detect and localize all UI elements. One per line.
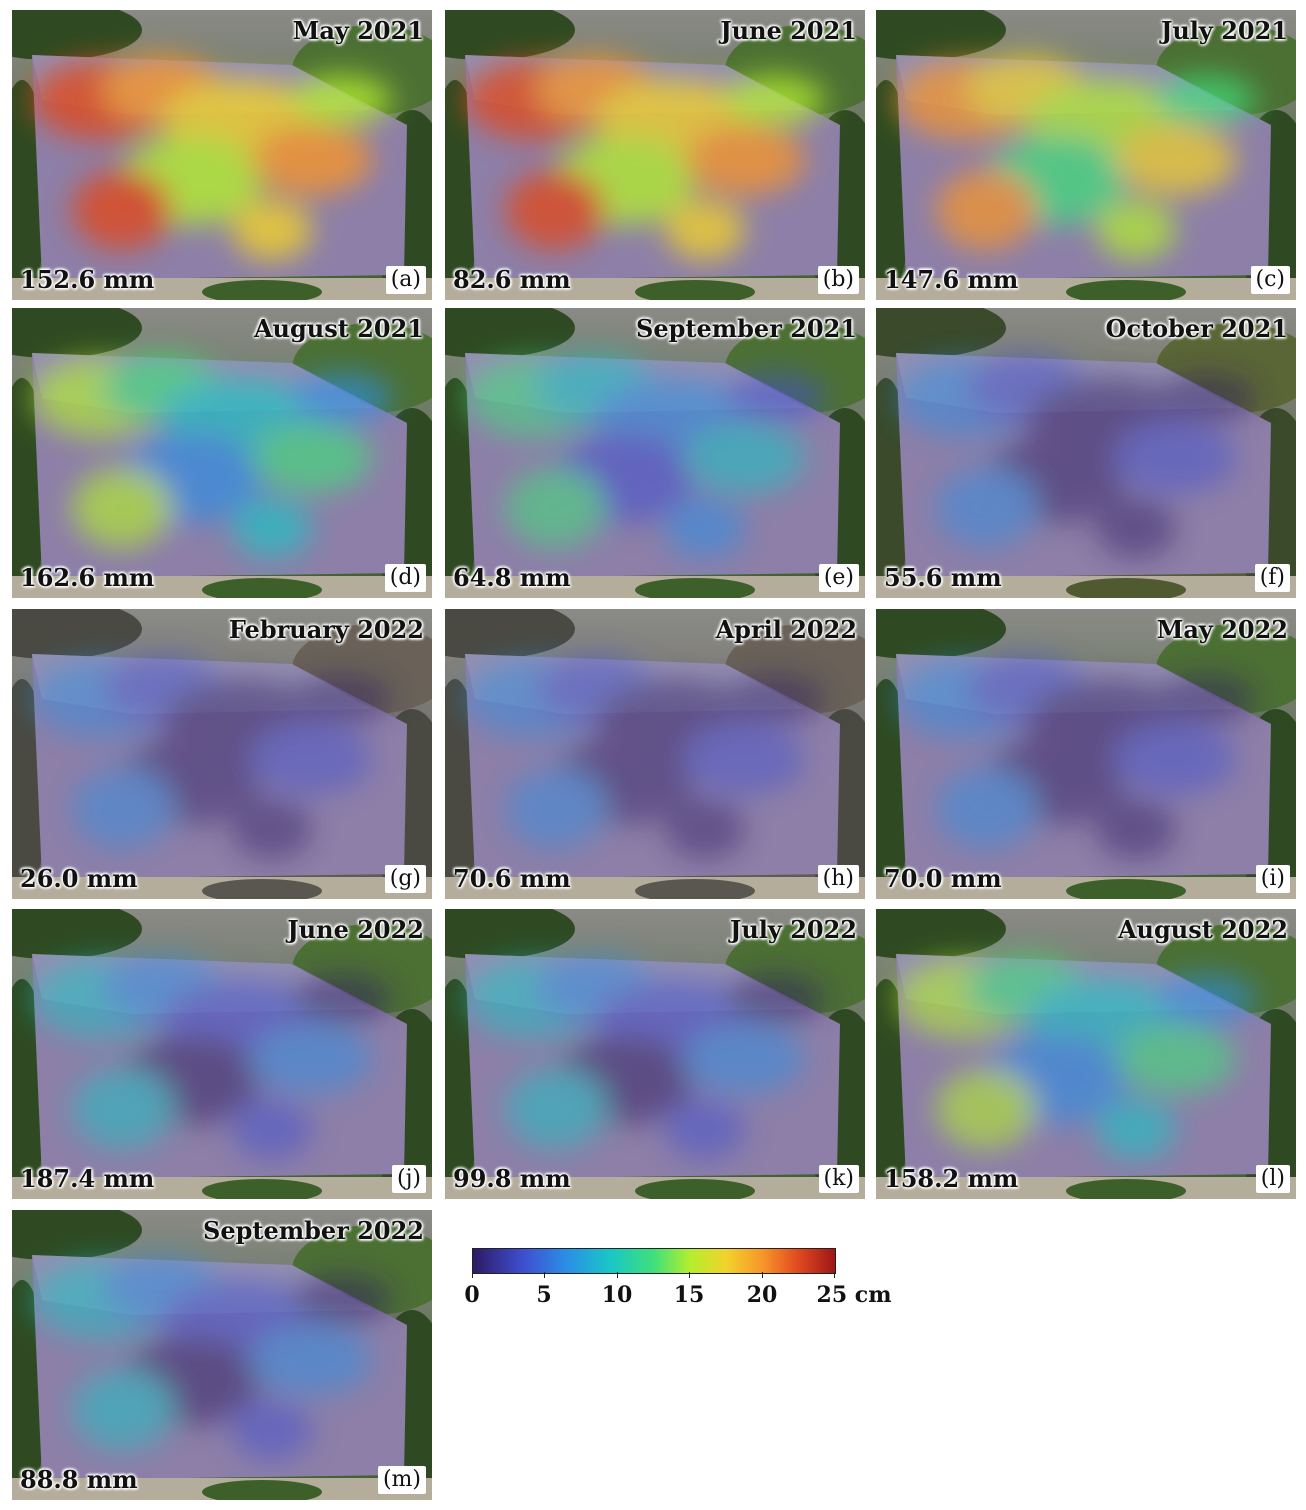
slope-photo-overlay: [12, 609, 432, 899]
panel-precipitation: 64.8 mm: [453, 563, 571, 592]
slope-photo-overlay: [445, 10, 865, 300]
panel-date: September 2022: [203, 1216, 424, 1245]
panel-a: May 2021 152.6 mm (a): [12, 10, 432, 300]
panel-date: February 2022: [228, 615, 424, 644]
panel-letter: (b): [817, 266, 859, 294]
panel-date: August 2021: [253, 314, 424, 343]
slope-photo-overlay: [12, 909, 432, 1199]
slope-photo-overlay: [12, 1210, 432, 1500]
panel-precipitation: 82.6 mm: [453, 265, 571, 294]
panel-g: February 2022 26.0 mm (g): [12, 609, 432, 899]
panel-i: May 2022 70.0 mm (i): [876, 609, 1296, 899]
colorbar-tick: [544, 1272, 545, 1278]
colorbar-gradient: [472, 1248, 836, 1274]
panel-precipitation: 158.2 mm: [884, 1164, 1019, 1193]
panel-j: June 2022 187.4 mm (j): [12, 909, 432, 1199]
displacement-colorbar: 0 5 10 15 20 25 cm: [464, 1248, 892, 1318]
slope-photo-overlay: [876, 308, 1296, 598]
panel-letter: (f): [1254, 564, 1290, 592]
colorbar-tick-label: 10: [601, 1282, 633, 1308]
panel-letter: (j): [392, 1165, 426, 1193]
panel-letter: (d): [384, 564, 426, 592]
panel-letter: (k): [818, 1165, 859, 1193]
panel-precipitation: 187.4 mm: [20, 1164, 155, 1193]
panel-letter: (g): [384, 865, 426, 893]
colorbar-tick-label: 20: [746, 1282, 778, 1308]
colorbar-tick: [689, 1272, 690, 1278]
panel-m: September 2022 88.8 mm (m): [12, 1210, 432, 1500]
panel-precipitation: 88.8 mm: [20, 1465, 138, 1494]
panel-date: May 2021: [292, 16, 424, 45]
panel-precipitation: 55.6 mm: [884, 563, 1002, 592]
colorbar-tick: [762, 1272, 763, 1278]
panel-precipitation: 162.6 mm: [20, 563, 155, 592]
panel-letter: (a): [385, 266, 426, 294]
slope-photo-overlay: [876, 909, 1296, 1199]
panel-b: June 2021 82.6 mm (b): [445, 10, 865, 300]
colorbar-tick: [834, 1272, 835, 1278]
panel-precipitation: 70.0 mm: [884, 864, 1002, 893]
panel-precipitation: 26.0 mm: [20, 864, 138, 893]
slope-photo-overlay: [445, 308, 865, 598]
panel-f: October 2021 55.6 mm (f): [876, 308, 1296, 598]
panel-letter: (m): [377, 1466, 426, 1494]
panel-date: April 2022: [715, 615, 857, 644]
panel-date: June 2021: [720, 16, 857, 45]
panel-date: October 2021: [1105, 314, 1288, 343]
panel-c: July 2021 147.6 mm (c): [876, 10, 1296, 300]
slope-photo-overlay: [445, 609, 865, 899]
colorbar-tick: [472, 1272, 473, 1278]
colorbar-tick-label: 15: [673, 1282, 705, 1308]
panel-letter: (e): [818, 564, 859, 592]
panel-date: July 2022: [729, 915, 857, 944]
panel-date: September 2021: [636, 314, 857, 343]
slope-photo-overlay: [876, 10, 1296, 300]
panel-k: July 2022 99.8 mm (k): [445, 909, 865, 1199]
panel-e: September 2021 64.8 mm (e): [445, 308, 865, 598]
panel-date: August 2022: [1117, 915, 1288, 944]
colorbar-tick-label: 25 cm: [816, 1282, 892, 1308]
panel-date: May 2022: [1156, 615, 1288, 644]
slope-photo-overlay: [876, 609, 1296, 899]
panel-precipitation: 70.6 mm: [453, 864, 571, 893]
panel-precipitation: 147.6 mm: [884, 265, 1019, 294]
panel-date: June 2022: [287, 915, 424, 944]
panel-letter: (c): [1250, 266, 1290, 294]
panel-date: July 2021: [1160, 16, 1288, 45]
panel-l: August 2022 158.2 mm (l): [876, 909, 1296, 1199]
colorbar-tick: [617, 1272, 618, 1278]
panel-letter: (h): [817, 865, 859, 893]
panel-precipitation: 99.8 mm: [453, 1164, 571, 1193]
panel-h: April 2022 70.6 mm (h): [445, 609, 865, 899]
slope-photo-overlay: [445, 909, 865, 1199]
panel-d: August 2021 162.6 mm (d): [12, 308, 432, 598]
panel-letter: (l): [1255, 1165, 1290, 1193]
panel-letter: (i): [1255, 865, 1290, 893]
colorbar-tick-label: 0: [464, 1282, 480, 1308]
slope-photo-overlay: [12, 308, 432, 598]
slope-photo-overlay: [12, 10, 432, 300]
panel-precipitation: 152.6 mm: [20, 265, 155, 294]
colorbar-tick-label: 5: [536, 1282, 552, 1308]
